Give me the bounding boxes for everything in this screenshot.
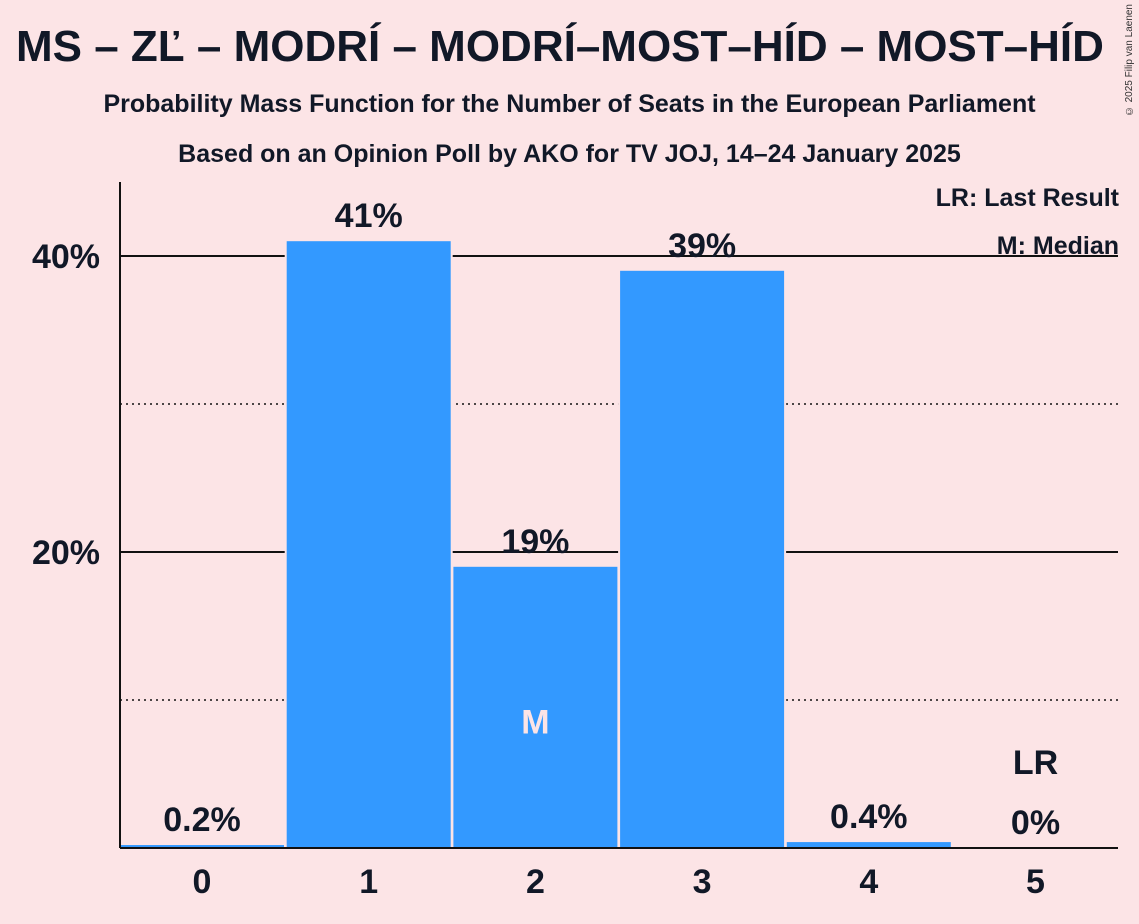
data-label-1: 41% <box>335 197 403 235</box>
data-label-0: 0.2% <box>163 801 241 839</box>
median-marker: M <box>521 703 549 741</box>
bar-0 <box>120 845 284 848</box>
x-tick-label-1: 1 <box>359 863 378 901</box>
last-result-marker: LR <box>1013 744 1058 782</box>
y-tick-label: 20% <box>32 534 100 572</box>
data-label-3: 39% <box>668 227 736 265</box>
chart-subtitle: Probability Mass Function for the Number… <box>103 90 1036 118</box>
x-tick-label-4: 4 <box>859 863 878 901</box>
bar-1 <box>286 241 451 848</box>
bar-2 <box>453 566 618 848</box>
x-tick-label-2: 2 <box>526 863 545 901</box>
data-label-4: 0.4% <box>830 798 908 836</box>
data-label-5: 0% <box>1011 804 1060 842</box>
legend-last-result: LR: Last Result <box>935 184 1119 212</box>
x-tick-label-3: 3 <box>693 863 712 901</box>
y-tick-label: 40% <box>32 238 100 276</box>
chart-title: MS – ZĽ – MODRÍ – MODRÍ–MOST–HÍD – MOST–… <box>16 22 1104 71</box>
legend-median: M: Median <box>996 232 1119 260</box>
x-tick-label-5: 5 <box>1026 863 1045 901</box>
x-tick-label-0: 0 <box>193 863 212 901</box>
bar-3 <box>620 270 785 848</box>
bar-4 <box>786 842 951 848</box>
data-label-2: 19% <box>501 523 569 561</box>
chart-source: Based on an Opinion Poll by AKO for TV J… <box>178 140 961 168</box>
